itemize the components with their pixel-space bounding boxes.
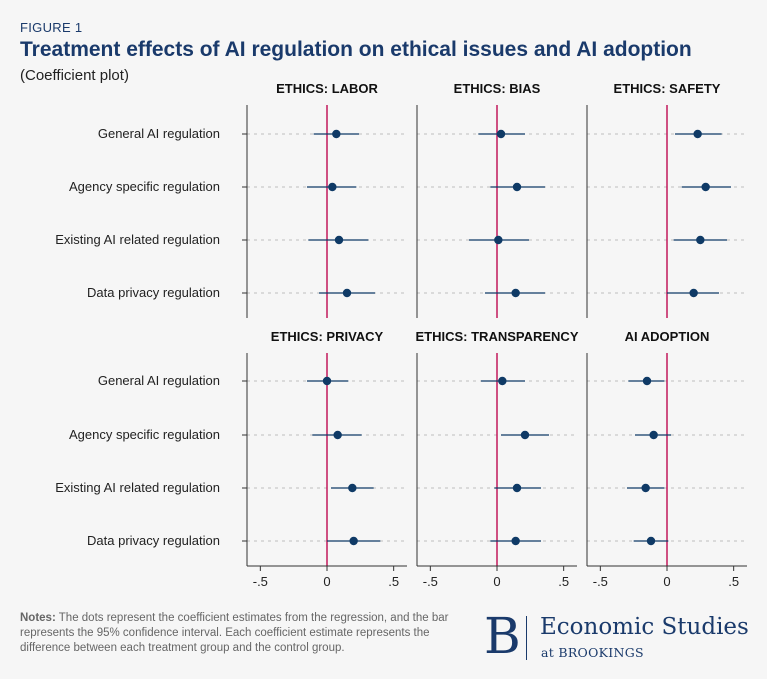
- x-tick-label: .5: [388, 574, 399, 589]
- coefficient-point: [494, 235, 503, 245]
- x-tick-label: -.5: [423, 574, 438, 589]
- notes-label: Notes:: [20, 612, 56, 624]
- coefficient-point: [333, 430, 342, 440]
- notes: Notes: The dots represent the coefficien…: [20, 611, 470, 656]
- notes-text: The dots represent the coefficient estim…: [20, 612, 449, 654]
- panel-title: ETHICS: TRANSPARENCY: [416, 329, 579, 344]
- category-label: General AI regulation: [98, 126, 220, 141]
- panel-title: ETHICS: BIAS: [454, 81, 541, 96]
- category-label: Agency specific regulation: [69, 179, 220, 194]
- category-label: Agency specific regulation: [69, 427, 220, 442]
- coefficient-point: [646, 536, 656, 546]
- coefficient-point: [348, 483, 357, 493]
- x-tick-label: 0: [323, 574, 330, 589]
- coefficient-point: [649, 430, 658, 440]
- figure-label: FIGURE 1: [20, 20, 83, 35]
- logo-divider: [526, 616, 527, 660]
- x-tick-label: .5: [558, 574, 569, 589]
- panel-title: AI ADOPTION: [625, 329, 710, 344]
- coefficient-point: [322, 376, 332, 386]
- category-label: Existing AI related regulation: [55, 480, 220, 495]
- coefficient-point: [701, 182, 710, 192]
- coefficient-point: [511, 288, 520, 298]
- x-tick-label: -.5: [593, 574, 608, 589]
- brookings-logo-letter: B: [484, 607, 521, 665]
- coefficient-point: [696, 235, 705, 245]
- coefficient-point: [511, 536, 520, 546]
- panel-title: ETHICS: LABOR: [276, 81, 378, 96]
- category-label: Data privacy regulation: [87, 285, 220, 300]
- page-title: Treatment effects of AI regulation on et…: [20, 38, 692, 61]
- coefficient-point: [342, 288, 352, 298]
- coefficient-point: [520, 430, 530, 440]
- x-tick-label: 0: [493, 574, 500, 589]
- coefficient-point: [641, 483, 650, 493]
- coefficient-point: [496, 129, 506, 139]
- category-label: Data privacy regulation: [87, 533, 220, 548]
- x-tick-label: .5: [728, 574, 739, 589]
- coefficient-point: [349, 536, 358, 546]
- category-label: General AI regulation: [98, 373, 220, 388]
- coefficient-point: [328, 182, 337, 192]
- panel-title: ETHICS: SAFETY: [614, 81, 721, 96]
- coefficient-point: [332, 129, 341, 139]
- coefficient-point: [693, 129, 702, 139]
- coefficient-point: [512, 483, 522, 493]
- chart-subtitle: (Coefficient plot): [20, 67, 129, 84]
- logo-text-line1: Economic Studies: [540, 614, 749, 640]
- coefficient-point: [334, 235, 344, 245]
- panel-title: ETHICS: PRIVACY: [271, 329, 384, 344]
- coefficient-point: [498, 376, 507, 386]
- x-tick-label: -.5: [253, 574, 268, 589]
- logo-text-line2: at BROOKINGS: [541, 645, 644, 660]
- coefficient-point: [689, 288, 698, 298]
- coefficient-point: [642, 376, 652, 386]
- x-tick-label: 0: [663, 574, 670, 589]
- category-label: Existing AI related regulation: [55, 232, 220, 247]
- coefficient-point: [512, 182, 522, 192]
